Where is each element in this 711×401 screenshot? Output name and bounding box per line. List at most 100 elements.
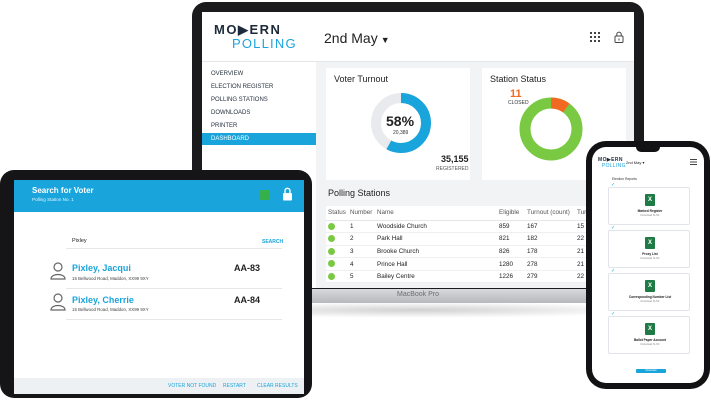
sidebar-item-overview[interactable]: OVERVIEW — [211, 71, 244, 77]
search-button[interactable]: SEARCH — [262, 239, 284, 245]
menu-icon[interactable] — [690, 159, 697, 165]
closed-label: CLOSED — [508, 100, 529, 106]
voter-turnout-card: Voter Turnout 58% 20,389 35,155 REGISTER… — [326, 68, 470, 180]
number-cell: 3 — [348, 245, 375, 259]
report-label: Marked Register — [637, 209, 663, 213]
report-card[interactable]: ✓ X Proxy List Download XLSX — [608, 225, 690, 268]
number-cell: 4 — [348, 257, 375, 271]
status-cell — [326, 270, 348, 284]
station-status-card: Station Status 11 CLOSED — [482, 68, 626, 180]
clear-results-button[interactable]: CLEAR RESULTS — [257, 383, 298, 389]
voter-name[interactable]: Pixley, Jacqui — [72, 263, 131, 273]
turnout-cell: 182 — [525, 232, 575, 246]
check-icon: ✓ — [611, 268, 616, 274]
sidebar-item-polling-stations[interactable]: POLLING STATIONS — [211, 97, 268, 103]
check-icon: ✓ — [611, 225, 616, 231]
report-card[interactable]: ✓ X Corresponding Number List Download X… — [608, 268, 690, 311]
voter-code: AA-83 — [234, 263, 261, 273]
turnout-percent: 58% — [386, 113, 415, 129]
status-open-dot — [328, 260, 335, 268]
closed-count: 11 — [510, 88, 522, 100]
laptop-brand-label: MacBook Pro — [396, 291, 440, 298]
eligible-cell: 859 — [497, 220, 525, 234]
search-input[interactable]: Pixley — [72, 238, 87, 244]
restart-button[interactable]: RESTART — [223, 383, 246, 389]
tablet-footer: VOTER NOT FOUND RESTART CLEAR RESULTS — [14, 378, 304, 394]
excel-file-icon: X — [645, 237, 655, 249]
turnout-voted-count: 20,389 — [393, 130, 409, 136]
name-cell: Brooke Church — [375, 245, 497, 259]
report-sub: Download XLSX — [640, 214, 660, 217]
sidebar-item-printer[interactable]: PRINTER — [211, 123, 238, 129]
caret-down-icon: ▼ — [380, 35, 390, 45]
sidebar-item-downloads[interactable]: DOWNLOADS — [211, 110, 251, 116]
status-open-dot — [328, 222, 335, 230]
phone-notch — [636, 147, 660, 152]
lock-icon[interactable] — [614, 31, 624, 43]
number-cell: 1 — [348, 220, 375, 234]
dashboard-header: MO▶ERN POLLING 2nd May ▼ — [202, 12, 634, 62]
sidebar-item-dashboard[interactable]: DASHBOARD — [202, 133, 316, 145]
name-cell: Bailey Centre — [375, 270, 497, 284]
station-status-title: Station Status — [490, 74, 547, 84]
excel-file-icon: X — [645, 280, 655, 292]
status-open-dot — [328, 273, 335, 281]
turnout-cell: 167 — [525, 220, 575, 234]
col-turnout-count[interactable]: Turnout (count) — [525, 206, 575, 221]
name-cell: Prince Hall — [375, 257, 497, 271]
person-icon — [50, 262, 66, 280]
turnout-cell: 178 — [525, 245, 575, 259]
voter-address: 15 Bellwood Road, Maddon, XX99 9XY — [72, 276, 149, 281]
status-closed-arc — [519, 97, 583, 161]
status-square-icon[interactable] — [260, 190, 270, 200]
name-cell: Woodside Church — [375, 220, 497, 234]
logo-text-bottom: POLLING — [232, 36, 297, 51]
voter-name[interactable]: Pixley, Cherrie — [72, 295, 134, 305]
report-card[interactable]: ✓ X Ballot Paper Account Download XLSX — [608, 311, 690, 354]
turnout-cell: 279 — [525, 270, 575, 284]
report-label: Ballot Paper Account — [633, 338, 667, 342]
status-cell — [326, 245, 348, 259]
eligible-cell: 1226 — [497, 270, 525, 284]
search-title: Search for Voter — [32, 186, 94, 195]
check-icon: ✓ — [611, 182, 616, 188]
name-cell: Park Hall — [375, 232, 497, 246]
report-sub: Download XLSX — [640, 343, 660, 346]
status-open-dot — [328, 235, 335, 243]
table-row[interactable]: 5 Bailey Centre 1226 279 22 — [326, 270, 634, 284]
col-number[interactable]: Number — [348, 206, 375, 221]
excel-file-icon: X — [645, 194, 655, 206]
date-selector[interactable]: 2nd May ▼ — [324, 30, 390, 46]
reports-title: Election Reports — [612, 177, 637, 181]
logo-text-bottom: POLLING — [602, 163, 626, 169]
divider — [66, 248, 282, 249]
col-status[interactable]: Status — [326, 206, 348, 221]
status-cell — [326, 257, 348, 271]
eligible-cell: 826 — [497, 245, 525, 259]
sidebar-item-election-register[interactable]: ELECTION REGISTER — [211, 84, 274, 90]
col-eligible[interactable]: Eligible — [497, 206, 525, 221]
voter-address: 15 Bellwood Road, Maddon, XX99 9XY — [72, 307, 149, 312]
voter-not-found-button[interactable]: VOTER NOT FOUND — [168, 383, 217, 389]
number-cell: 2 — [348, 232, 375, 246]
registered-label: REGISTERED — [436, 166, 469, 172]
download-button[interactable]: Download — [636, 369, 666, 373]
date-selector[interactable]: 2nd May ▾ — [626, 160, 645, 165]
excel-file-icon: X — [645, 323, 655, 335]
lock-icon[interactable] — [282, 187, 293, 201]
status-cell — [326, 220, 348, 234]
report-card[interactable]: ✓ X Marked Register Download XLSX — [608, 182, 690, 225]
report-sub: Download XLSX — [640, 257, 660, 260]
check-icon: ✓ — [611, 311, 616, 317]
eligible-cell: 821 — [497, 232, 525, 246]
apps-grid-icon[interactable] — [590, 32, 600, 42]
turnout-donut-chart — [371, 93, 431, 153]
voter-code: AA-84 — [234, 295, 261, 305]
report-label: Corresponding Number List — [628, 295, 672, 299]
divider — [66, 319, 282, 320]
report-label: Proxy List — [642, 252, 658, 256]
number-cell: 5 — [348, 270, 375, 284]
eligible-cell: 1280 — [497, 257, 525, 271]
col-name[interactable]: Name — [375, 206, 497, 221]
